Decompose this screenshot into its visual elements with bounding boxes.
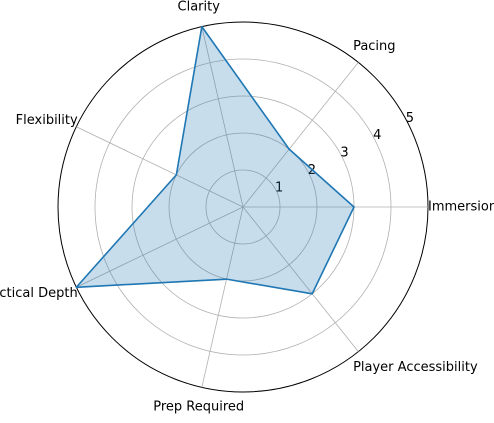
radar-area: [75, 25, 355, 295]
spoke: [242, 62, 359, 208]
r-tick-label: 1: [275, 180, 283, 195]
category-label: Flexibility: [16, 113, 78, 128]
category-label: Tactical Depth: [0, 286, 78, 301]
spoke: [76, 206, 244, 288]
category-label: Immersion: [428, 200, 494, 215]
category-label: Prep Required: [153, 399, 244, 414]
r-tick-label: 3: [340, 146, 348, 161]
spoke: [201, 26, 244, 208]
category-label: Clarity: [178, 0, 221, 15]
category-label: Pacing: [353, 39, 395, 54]
spoke: [242, 206, 359, 352]
r-tick-label: 4: [373, 128, 381, 143]
category-label: Player Accessibility: [353, 360, 478, 375]
spoke: [76, 126, 244, 208]
r-tick-label: 5: [406, 111, 414, 126]
spoke: [201, 206, 244, 388]
